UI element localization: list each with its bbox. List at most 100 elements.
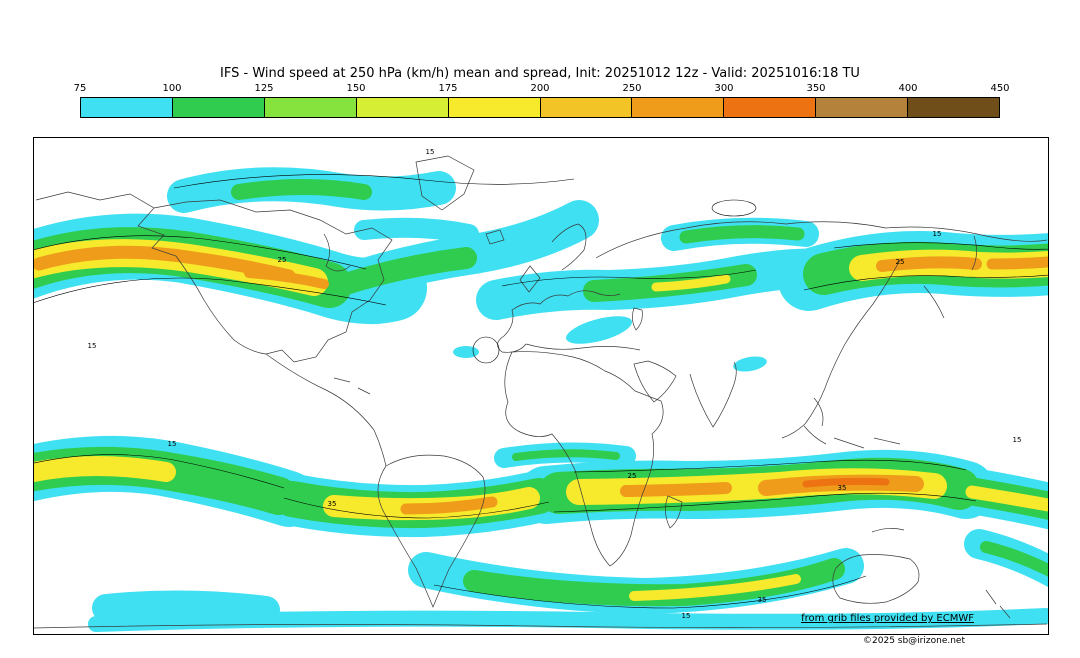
colorbar-segment	[724, 98, 817, 117]
coastline-south-america	[377, 454, 486, 608]
colorbar-tick: 350	[806, 83, 826, 94]
coastline-asia-north	[595, 221, 1048, 259]
colorbar: 75 100 125 150 175 200 250 300 350 400 4…	[74, 83, 1010, 118]
colorbar-tick: 175	[438, 83, 458, 94]
coastline-japan	[923, 285, 945, 319]
coastline-india	[689, 361, 737, 428]
contour-line	[501, 269, 757, 287]
colorbar-tick: 75	[73, 83, 87, 94]
wind-band	[354, 217, 479, 244]
colorbar-tick: 125	[254, 83, 274, 94]
contour-line	[472, 336, 500, 364]
colorbar-tick: 100	[162, 83, 182, 94]
colorbar-segment	[632, 98, 725, 117]
contour-line	[34, 454, 285, 489]
colorbar-segment	[172, 98, 265, 117]
wind-band	[733, 356, 767, 372]
wind-speed-bands	[34, 167, 1048, 632]
wind-band	[92, 590, 280, 624]
contour-label: 25	[896, 258, 905, 266]
contour-line	[34, 277, 387, 306]
data-source-attribution: from grib files provided by ECMWF	[801, 613, 974, 624]
contour-line	[711, 199, 757, 217]
colorbar-tick: 150	[346, 83, 366, 94]
contour-line	[833, 242, 1048, 250]
coastline-scandinavia	[551, 223, 587, 271]
coastline-africa	[504, 351, 664, 567]
colorbar-segment	[816, 98, 909, 117]
wind-band	[965, 485, 1048, 512]
contour-label: 25	[278, 256, 287, 264]
coastline-central-america	[265, 353, 387, 467]
chart-title: IFS - Wind speed at 250 hPa (km/h) mean …	[220, 66, 860, 81]
wind-band	[34, 456, 176, 482]
coastlines	[34, 155, 1048, 629]
contour-line	[34, 235, 367, 270]
contour-label: 25	[628, 472, 637, 480]
wind-band	[328, 247, 477, 297]
wind-band	[986, 256, 1048, 270]
wind-band	[980, 541, 1048, 577]
colorbar-tick: 300	[714, 83, 734, 94]
colorbar-segment	[81, 98, 173, 117]
contour-line	[173, 174, 575, 189]
contour-labels: 15 15 15 15 15 15 25 25 25 35 35 35	[88, 148, 1022, 620]
contour-label: 35	[758, 596, 767, 604]
contour-line	[803, 274, 1048, 291]
contour-label: 15	[88, 342, 97, 350]
coastline-caribbean	[333, 377, 371, 395]
coastline-madagascar	[665, 495, 683, 529]
colorbar-segment	[908, 98, 1000, 117]
wind-band	[802, 477, 890, 488]
contour-label: 15	[933, 230, 942, 238]
contour-label: 15	[682, 612, 691, 620]
contour-line	[553, 492, 977, 513]
world-map: 15 15 15 15 15 15 25 25 25 35 35 35	[34, 148, 1048, 632]
coastline-british-isles	[519, 265, 541, 293]
coastline-arabia	[633, 360, 677, 403]
contour-label: 15	[426, 148, 435, 156]
colorbar-segment	[448, 98, 541, 117]
coastline-australia	[832, 554, 920, 604]
coastline-antarctica	[34, 623, 1048, 629]
wind-band	[566, 316, 632, 344]
contour-line	[573, 459, 967, 473]
wind-band	[512, 449, 620, 461]
map-frame: 15 15 15 15 15 15 25 25 25 35 35 35 from…	[33, 137, 1049, 635]
coastline-iberia	[497, 335, 527, 353]
coastline-hudson-bay	[323, 233, 351, 272]
contour-label: 15	[168, 440, 177, 448]
coastline-north-america	[35, 191, 393, 363]
colorbar-segment	[356, 98, 449, 117]
wind-band	[876, 256, 982, 272]
colorbar-ticks: 75 100 125 150 175 200 250 300 350 400 4…	[74, 83, 1010, 97]
wind-band	[629, 574, 801, 601]
coastline-southeast-asia	[803, 397, 901, 449]
coastline-iceland	[485, 229, 505, 245]
contour-label: 35	[838, 484, 847, 492]
wind-band	[679, 225, 805, 244]
colorbar-segment	[264, 98, 357, 117]
coastline-new-guinea	[871, 528, 905, 533]
wind-band	[244, 268, 329, 289]
wind-band	[620, 482, 732, 497]
copyright-notice: ©2025 sb@irizone.net	[863, 636, 965, 646]
colorbar-gradient	[80, 97, 1000, 118]
coastline-new-zealand	[985, 589, 1011, 619]
spread-contours	[34, 174, 1048, 609]
contour-line	[283, 497, 550, 519]
coastline-asia-east	[781, 259, 901, 439]
wind-band	[231, 179, 372, 200]
coastline-caspian	[632, 307, 643, 331]
coastline-mediterranean	[525, 343, 641, 351]
coastline-greenland	[415, 155, 475, 211]
colorbar-tick: 250	[622, 83, 642, 94]
coastline-kamchatka	[971, 235, 977, 271]
wind-band	[651, 274, 731, 292]
contour-label: 35	[328, 500, 337, 508]
colorbar-tick: 400	[898, 83, 918, 94]
wind-band	[453, 346, 479, 358]
contour-label: 15	[1013, 436, 1022, 444]
colorbar-segment	[540, 98, 633, 117]
